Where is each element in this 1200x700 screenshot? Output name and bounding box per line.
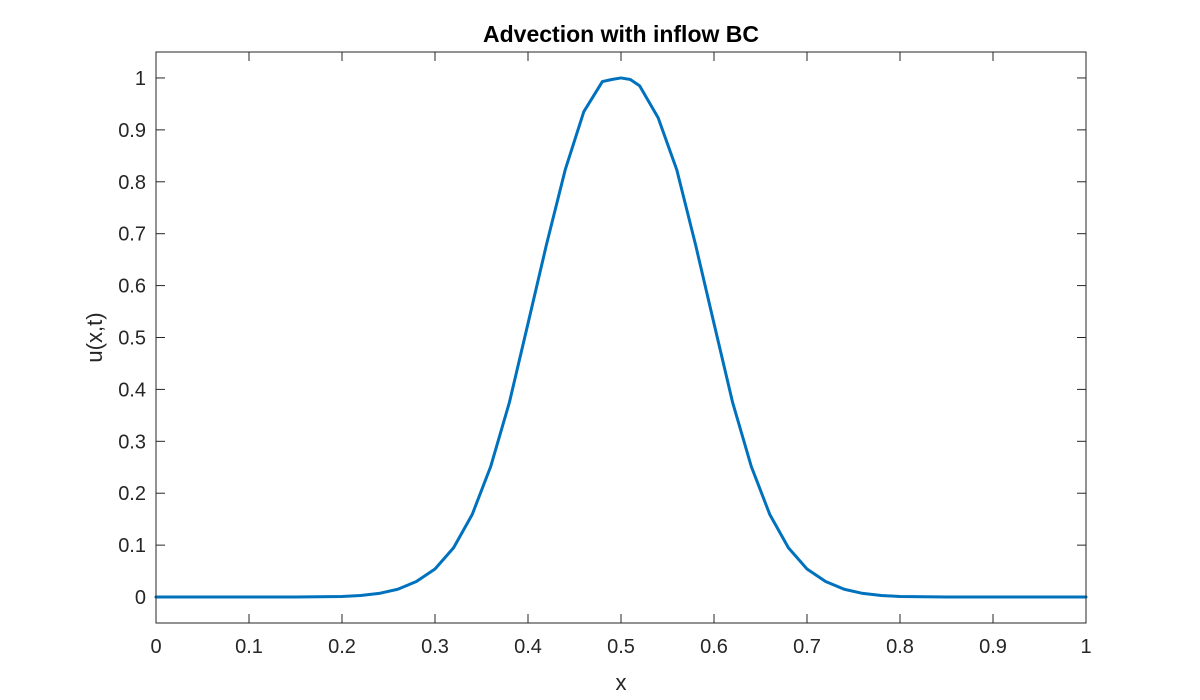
y-tick-label: 0.3 — [118, 431, 146, 453]
x-tick-label: 0.6 — [700, 636, 728, 658]
y-tick-label: 0.1 — [118, 535, 146, 557]
series-line — [154, 76, 1088, 599]
chart-title: Advection with inflow BC — [483, 21, 759, 47]
y-tick-label: 0.7 — [118, 224, 146, 246]
plot-area-background — [156, 52, 1086, 623]
series-group — [154, 76, 1088, 599]
y-tick-label: 0.8 — [118, 172, 146, 194]
y-tick-label: 0.9 — [118, 120, 146, 142]
x-tick-label: 0.5 — [607, 636, 635, 658]
y-axis-label: u(x,t) — [82, 312, 107, 362]
x-axis-label: x — [616, 670, 627, 695]
x-tick-label: 0.9 — [979, 636, 1007, 658]
y-tick-label: 0.2 — [118, 483, 146, 505]
x-tick-label: 0.1 — [235, 636, 263, 658]
y-tick-label: 0.6 — [118, 276, 146, 298]
axes-box — [155, 51, 1087, 624]
x-tick-label: 0.4 — [514, 636, 542, 658]
x-tick-label: 0.2 — [328, 636, 356, 658]
x-tick-label: 0.8 — [886, 636, 914, 658]
x-tick-label: 0 — [150, 636, 161, 658]
y-tick-label: 0.5 — [118, 328, 146, 350]
y-tick-label: 0 — [135, 587, 146, 609]
x-tick-labels: 0 0.1 0.2 0.3 0.4 0.5 0.6 0.7 0.8 0.9 1 — [150, 636, 1091, 658]
x-tick-label: 0.7 — [793, 636, 821, 658]
x-tick-label: 1 — [1080, 636, 1091, 658]
y-tick-label: 0.4 — [118, 379, 146, 401]
y-tick-labels: 0 0.1 0.2 0.3 0.4 0.5 0.6 0.7 0.8 0.9 1 — [118, 68, 146, 609]
x-tick-label: 0.3 — [421, 636, 449, 658]
y-tick-label: 1 — [135, 68, 146, 90]
